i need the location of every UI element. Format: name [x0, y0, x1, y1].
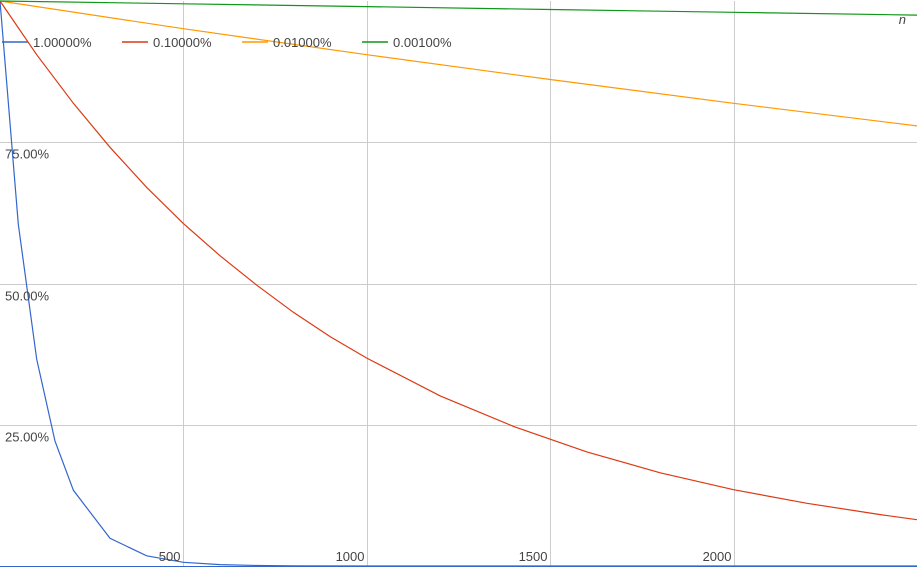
y-tick-label-0: 25.00% [5, 430, 50, 445]
axes: 500 1000 1500 2000 25.00% 50.00% 75.00% [0, 147, 917, 567]
legend: 1.00000% 0.10000% 0.01000% 0.00100% [2, 35, 452, 50]
y-tick-label-2: 75.00% [5, 147, 50, 162]
legend-label-0: 1.00000% [33, 35, 92, 50]
x-tick-label-2000: 2000 [703, 549, 732, 564]
legend-label-2: 0.01000% [273, 35, 332, 50]
legend-label-3: 0.00100% [393, 35, 452, 50]
x-tick-label-1500: 1500 [519, 549, 548, 564]
legend-label-1: 0.10000% [153, 35, 212, 50]
series-line-2 [0, 0, 917, 127]
series-line-1 [0, 0, 917, 521]
x-tick-label-1000: 1000 [336, 549, 365, 564]
x-axis-label: n [899, 12, 906, 27]
y-tick-label-1: 50.00% [5, 289, 50, 304]
series-line-3 [0, 0, 917, 16]
x-tick-label-500: 500 [159, 549, 181, 564]
